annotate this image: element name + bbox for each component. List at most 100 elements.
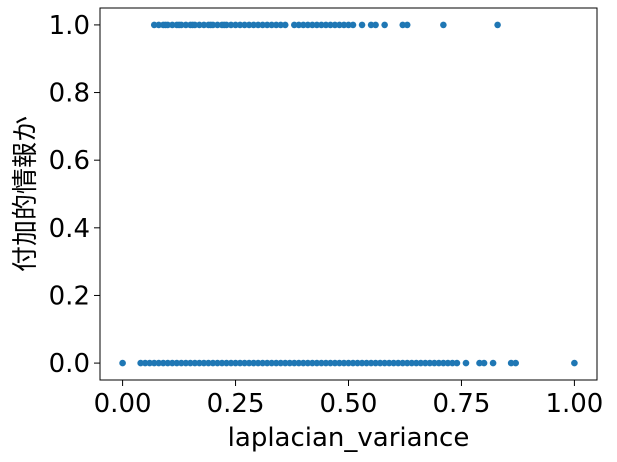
data-point — [263, 359, 271, 367]
data-point — [178, 359, 185, 367]
data-point — [155, 21, 163, 29]
data-point — [304, 21, 312, 29]
x-tick-label: 0.75 — [433, 389, 491, 419]
data-point — [300, 359, 307, 367]
data-point — [241, 359, 248, 367]
y-tick-label: 0.8 — [49, 79, 90, 109]
data-point — [236, 359, 244, 367]
y-tick-label: 0.0 — [49, 349, 90, 379]
data-point — [272, 21, 280, 29]
data-point — [214, 21, 221, 29]
data-point — [168, 359, 176, 367]
data-point — [119, 359, 126, 367]
data-point — [155, 359, 163, 367]
data-point — [322, 359, 330, 367]
data-point — [196, 21, 203, 29]
data-point — [263, 21, 271, 29]
data-point — [164, 21, 172, 29]
data-point — [507, 359, 515, 367]
data-point — [449, 359, 456, 367]
data-point — [268, 359, 275, 367]
data-point — [268, 21, 275, 29]
data-point — [313, 359, 321, 367]
data-point — [480, 359, 488, 367]
data-point — [232, 359, 239, 367]
data-point — [245, 21, 253, 29]
data-point — [426, 359, 434, 367]
x-tick-label: 1.00 — [545, 389, 603, 419]
data-point — [435, 359, 443, 367]
data-point — [318, 359, 325, 367]
data-point — [512, 359, 519, 367]
data-point — [403, 359, 411, 367]
y-tick-label: 0.6 — [49, 146, 90, 176]
data-point — [372, 21, 379, 29]
data-point — [227, 359, 235, 367]
data-point — [462, 359, 470, 367]
data-point — [331, 359, 339, 367]
data-point — [363, 359, 370, 367]
data-point — [304, 359, 312, 367]
data-point — [331, 21, 339, 29]
data-point — [336, 359, 343, 367]
data-point — [281, 21, 289, 29]
x-tick-label: 0.25 — [207, 389, 265, 419]
data-point — [272, 359, 280, 367]
data-point — [209, 359, 217, 367]
data-point — [431, 359, 438, 367]
data-point — [232, 21, 239, 29]
data-point — [489, 359, 497, 367]
data-point — [494, 21, 501, 29]
data-point — [322, 21, 330, 29]
data-point — [358, 21, 366, 29]
y-axis-title: 付加的情報か — [11, 116, 41, 272]
data-point — [440, 21, 447, 29]
data-point — [200, 359, 208, 367]
data-point — [196, 359, 203, 367]
data-point — [381, 359, 388, 367]
data-point — [290, 21, 298, 29]
data-point — [223, 359, 230, 367]
data-point — [358, 359, 366, 367]
data-point — [376, 359, 384, 367]
data-point — [381, 21, 388, 29]
data-point — [340, 359, 348, 367]
y-tick-label: 0.4 — [49, 214, 90, 244]
data-point — [182, 359, 190, 367]
data-point — [223, 21, 230, 29]
data-point — [218, 359, 226, 367]
plot-area — [100, 8, 597, 380]
data-point — [571, 359, 578, 367]
data-point — [309, 21, 316, 29]
data-point — [399, 359, 407, 367]
data-point — [399, 21, 407, 29]
data-point — [440, 359, 447, 367]
data-point — [327, 21, 334, 29]
data-point — [290, 359, 298, 367]
data-point — [200, 21, 208, 29]
data-point — [150, 359, 158, 367]
data-point — [367, 359, 375, 367]
data-point — [403, 21, 411, 29]
data-point — [173, 359, 181, 367]
data-point — [336, 21, 343, 29]
data-point — [182, 21, 190, 29]
data-point — [286, 359, 294, 367]
data-point — [277, 359, 285, 367]
data-point — [227, 21, 235, 29]
data-point — [318, 21, 325, 29]
y-tick-label: 1.0 — [49, 11, 90, 41]
data-point — [422, 359, 429, 367]
data-point — [146, 359, 153, 367]
data-point — [281, 359, 289, 367]
data-point — [345, 21, 352, 29]
data-point — [412, 359, 420, 367]
data-point — [168, 21, 176, 29]
data-point — [349, 21, 357, 29]
x-tick-label: 0.00 — [94, 389, 152, 419]
data-point — [250, 21, 257, 29]
data-point — [340, 21, 348, 29]
data-point — [327, 359, 334, 367]
